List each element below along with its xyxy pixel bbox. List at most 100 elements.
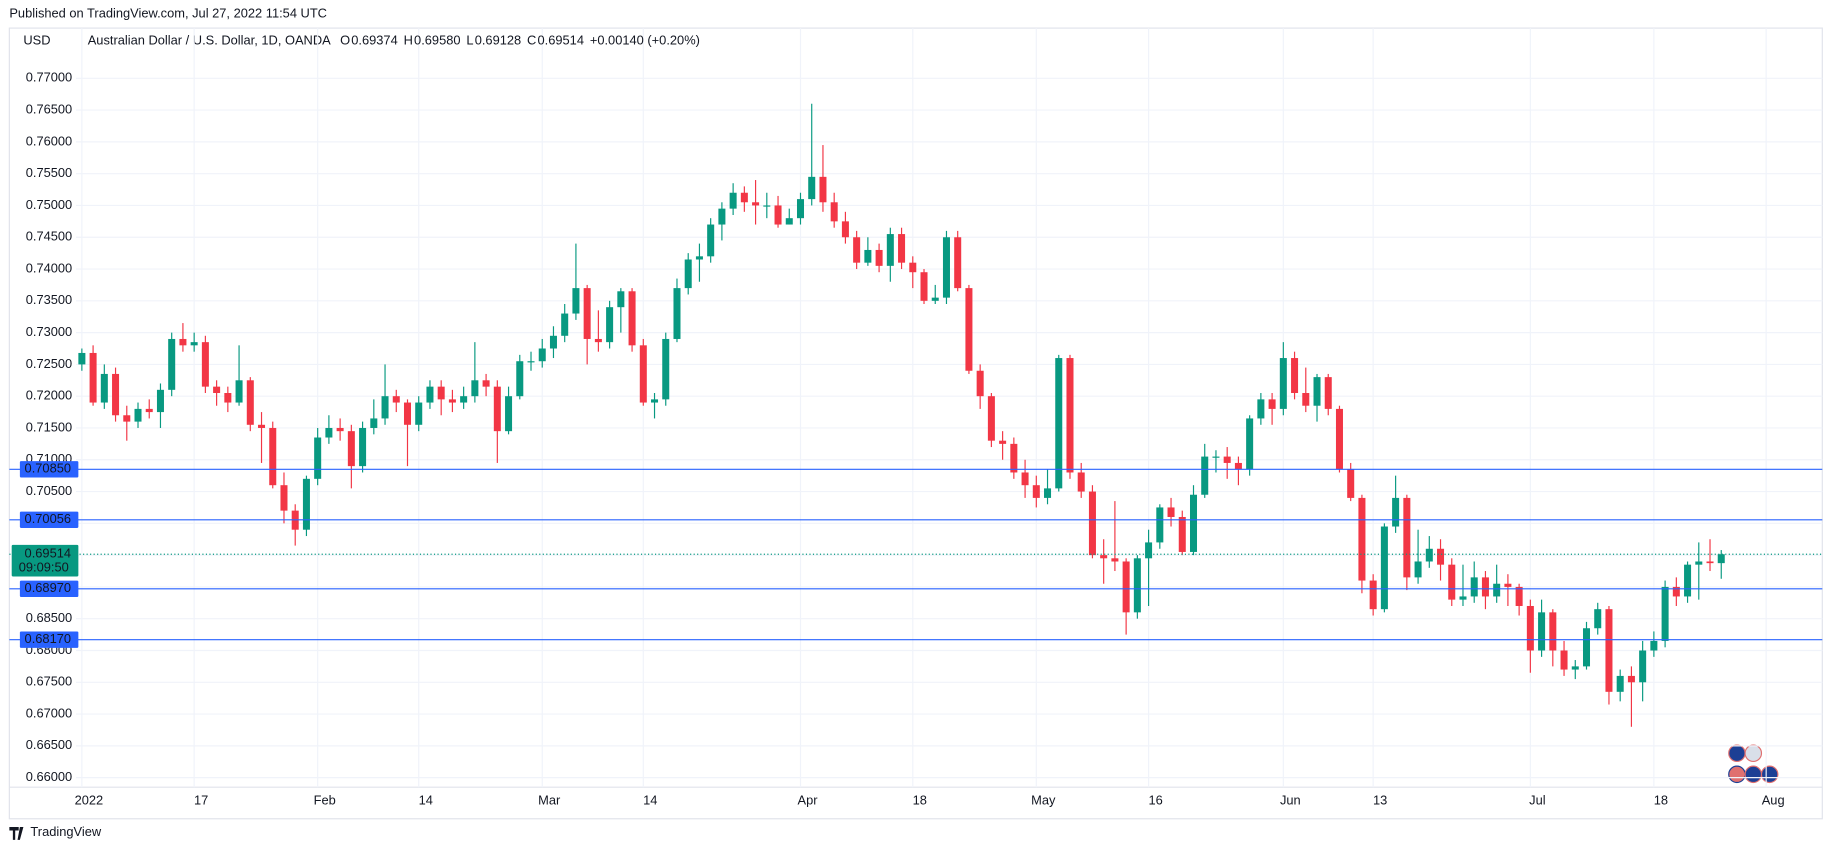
legend-key: C xyxy=(527,32,536,47)
candle-body xyxy=(1257,399,1265,419)
candle-body xyxy=(448,399,456,403)
candle-body xyxy=(1616,675,1624,692)
candle-body xyxy=(1044,488,1052,498)
candle-body xyxy=(561,313,569,336)
candle-body xyxy=(718,208,726,225)
candle-body xyxy=(325,427,333,438)
candle-body xyxy=(347,431,355,467)
level-label-bg xyxy=(19,511,79,528)
candle-body xyxy=(1055,358,1063,489)
x-tick-label: 2022 xyxy=(75,793,104,808)
y-tick-label: 0.71500 xyxy=(26,419,72,434)
candle-body xyxy=(651,399,659,403)
candle-body xyxy=(112,373,120,416)
candle-body xyxy=(1358,497,1366,581)
candle-body xyxy=(695,256,703,260)
candle-body xyxy=(415,402,423,425)
legend-value: 0.69128 xyxy=(475,32,521,47)
candle-body xyxy=(168,338,176,390)
candle-body xyxy=(898,234,906,263)
legend-value: 0.69514 xyxy=(538,32,584,47)
candle-body xyxy=(572,288,580,314)
candle-body xyxy=(1291,358,1299,394)
candle-body xyxy=(909,262,917,273)
candle-body xyxy=(1145,542,1153,559)
candle-body xyxy=(190,342,198,346)
candle-body xyxy=(123,415,131,422)
y-tick-label: 0.72000 xyxy=(26,388,72,403)
candle-body xyxy=(1560,650,1568,670)
y-tick-label: 0.72500 xyxy=(26,356,72,371)
candle-body xyxy=(1425,548,1433,562)
candle-body xyxy=(1582,628,1591,667)
x-tick-label: 18 xyxy=(1654,793,1668,808)
y-tick-label: 0.67500 xyxy=(26,674,72,689)
y-tick-label: 0.75500 xyxy=(26,165,72,180)
level-label-bg xyxy=(19,461,79,478)
candle-body xyxy=(1268,399,1276,409)
candle-body xyxy=(359,427,367,467)
legend-value: 0.69580 xyxy=(414,32,460,47)
candle-body xyxy=(808,176,816,200)
y-tick-label: 0.74000 xyxy=(26,260,72,275)
candle-body xyxy=(280,485,288,511)
candle-body xyxy=(1538,612,1546,651)
candle-body xyxy=(583,288,591,339)
candle-body xyxy=(235,380,243,403)
y-tick-label: 0.66000 xyxy=(26,769,72,784)
candle-body xyxy=(1437,548,1445,565)
candle-body xyxy=(505,396,513,432)
candle-body xyxy=(1021,472,1029,486)
candle-body xyxy=(1189,494,1198,552)
candle-body xyxy=(482,380,490,387)
y-tick-label: 0.66500 xyxy=(26,737,72,752)
candle-body xyxy=(1335,408,1343,470)
x-tick-label: Jul xyxy=(1529,793,1545,808)
candle-body xyxy=(729,192,737,209)
candle-body xyxy=(302,478,310,530)
candle-body xyxy=(1122,561,1130,613)
candle-body xyxy=(426,386,434,403)
legend-change: +0.00140 (+0.20%) xyxy=(590,32,700,47)
level-label: 0.68970 xyxy=(25,580,71,595)
candle-body xyxy=(1156,507,1164,543)
x-tick-label: 14 xyxy=(419,793,433,808)
candle-body xyxy=(258,424,266,428)
y-tick-label: 0.70500 xyxy=(26,483,72,498)
candle-body xyxy=(886,234,894,266)
x-tick-label: 13 xyxy=(1373,793,1387,808)
candle-body xyxy=(796,199,805,219)
candle-body xyxy=(1010,443,1018,473)
y-tick-label: 0.76500 xyxy=(26,101,72,116)
candle-body xyxy=(1302,393,1310,406)
candle-body xyxy=(1504,583,1512,587)
currency: USD xyxy=(23,32,50,47)
flag-icon xyxy=(1728,744,1746,763)
candle-body xyxy=(437,386,445,400)
candle-body xyxy=(1223,456,1231,463)
candle-body xyxy=(549,335,557,349)
candle-body xyxy=(617,291,625,308)
candle-body xyxy=(1414,561,1422,578)
x-tick-label: Aug xyxy=(1762,793,1785,808)
footer-brand: TradingView xyxy=(30,824,101,839)
y-tick-label: 0.77000 xyxy=(26,70,72,85)
grid xyxy=(76,28,1823,788)
y-tick-label: 0.75000 xyxy=(26,197,72,212)
candle-body xyxy=(594,338,602,343)
x-tick-label: 17 xyxy=(194,793,208,808)
candle-body xyxy=(1178,516,1186,552)
legend-key: L xyxy=(466,32,473,47)
candle-body xyxy=(538,348,546,362)
candle-body xyxy=(1167,507,1175,517)
candle-body xyxy=(1201,456,1209,495)
candle-body xyxy=(1403,497,1411,578)
candle-body xyxy=(1234,462,1242,470)
candle-body xyxy=(1032,485,1040,498)
candle-body xyxy=(1695,561,1703,565)
candle-body xyxy=(740,192,748,203)
candle-body xyxy=(942,237,950,298)
candle-body xyxy=(1077,472,1085,492)
x-tick-label: Apr xyxy=(798,793,819,808)
